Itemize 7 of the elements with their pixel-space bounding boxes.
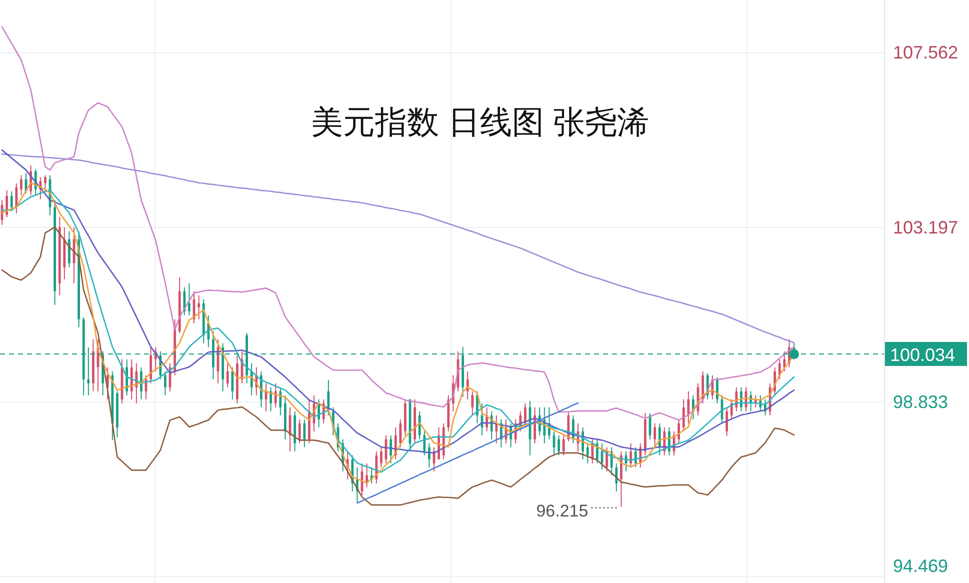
annotation: 96.215 — [536, 501, 588, 520]
ytick-label: 103.197 — [893, 217, 958, 238]
ytick-label: 107.562 — [893, 42, 958, 63]
ytick-label: 98.833 — [893, 392, 948, 412]
ytick-label: 94.469 — [893, 556, 948, 576]
title: 美元指数 日线图 张尧浠 — [311, 104, 649, 140]
ref-line-label: 100.034 — [890, 344, 956, 365]
